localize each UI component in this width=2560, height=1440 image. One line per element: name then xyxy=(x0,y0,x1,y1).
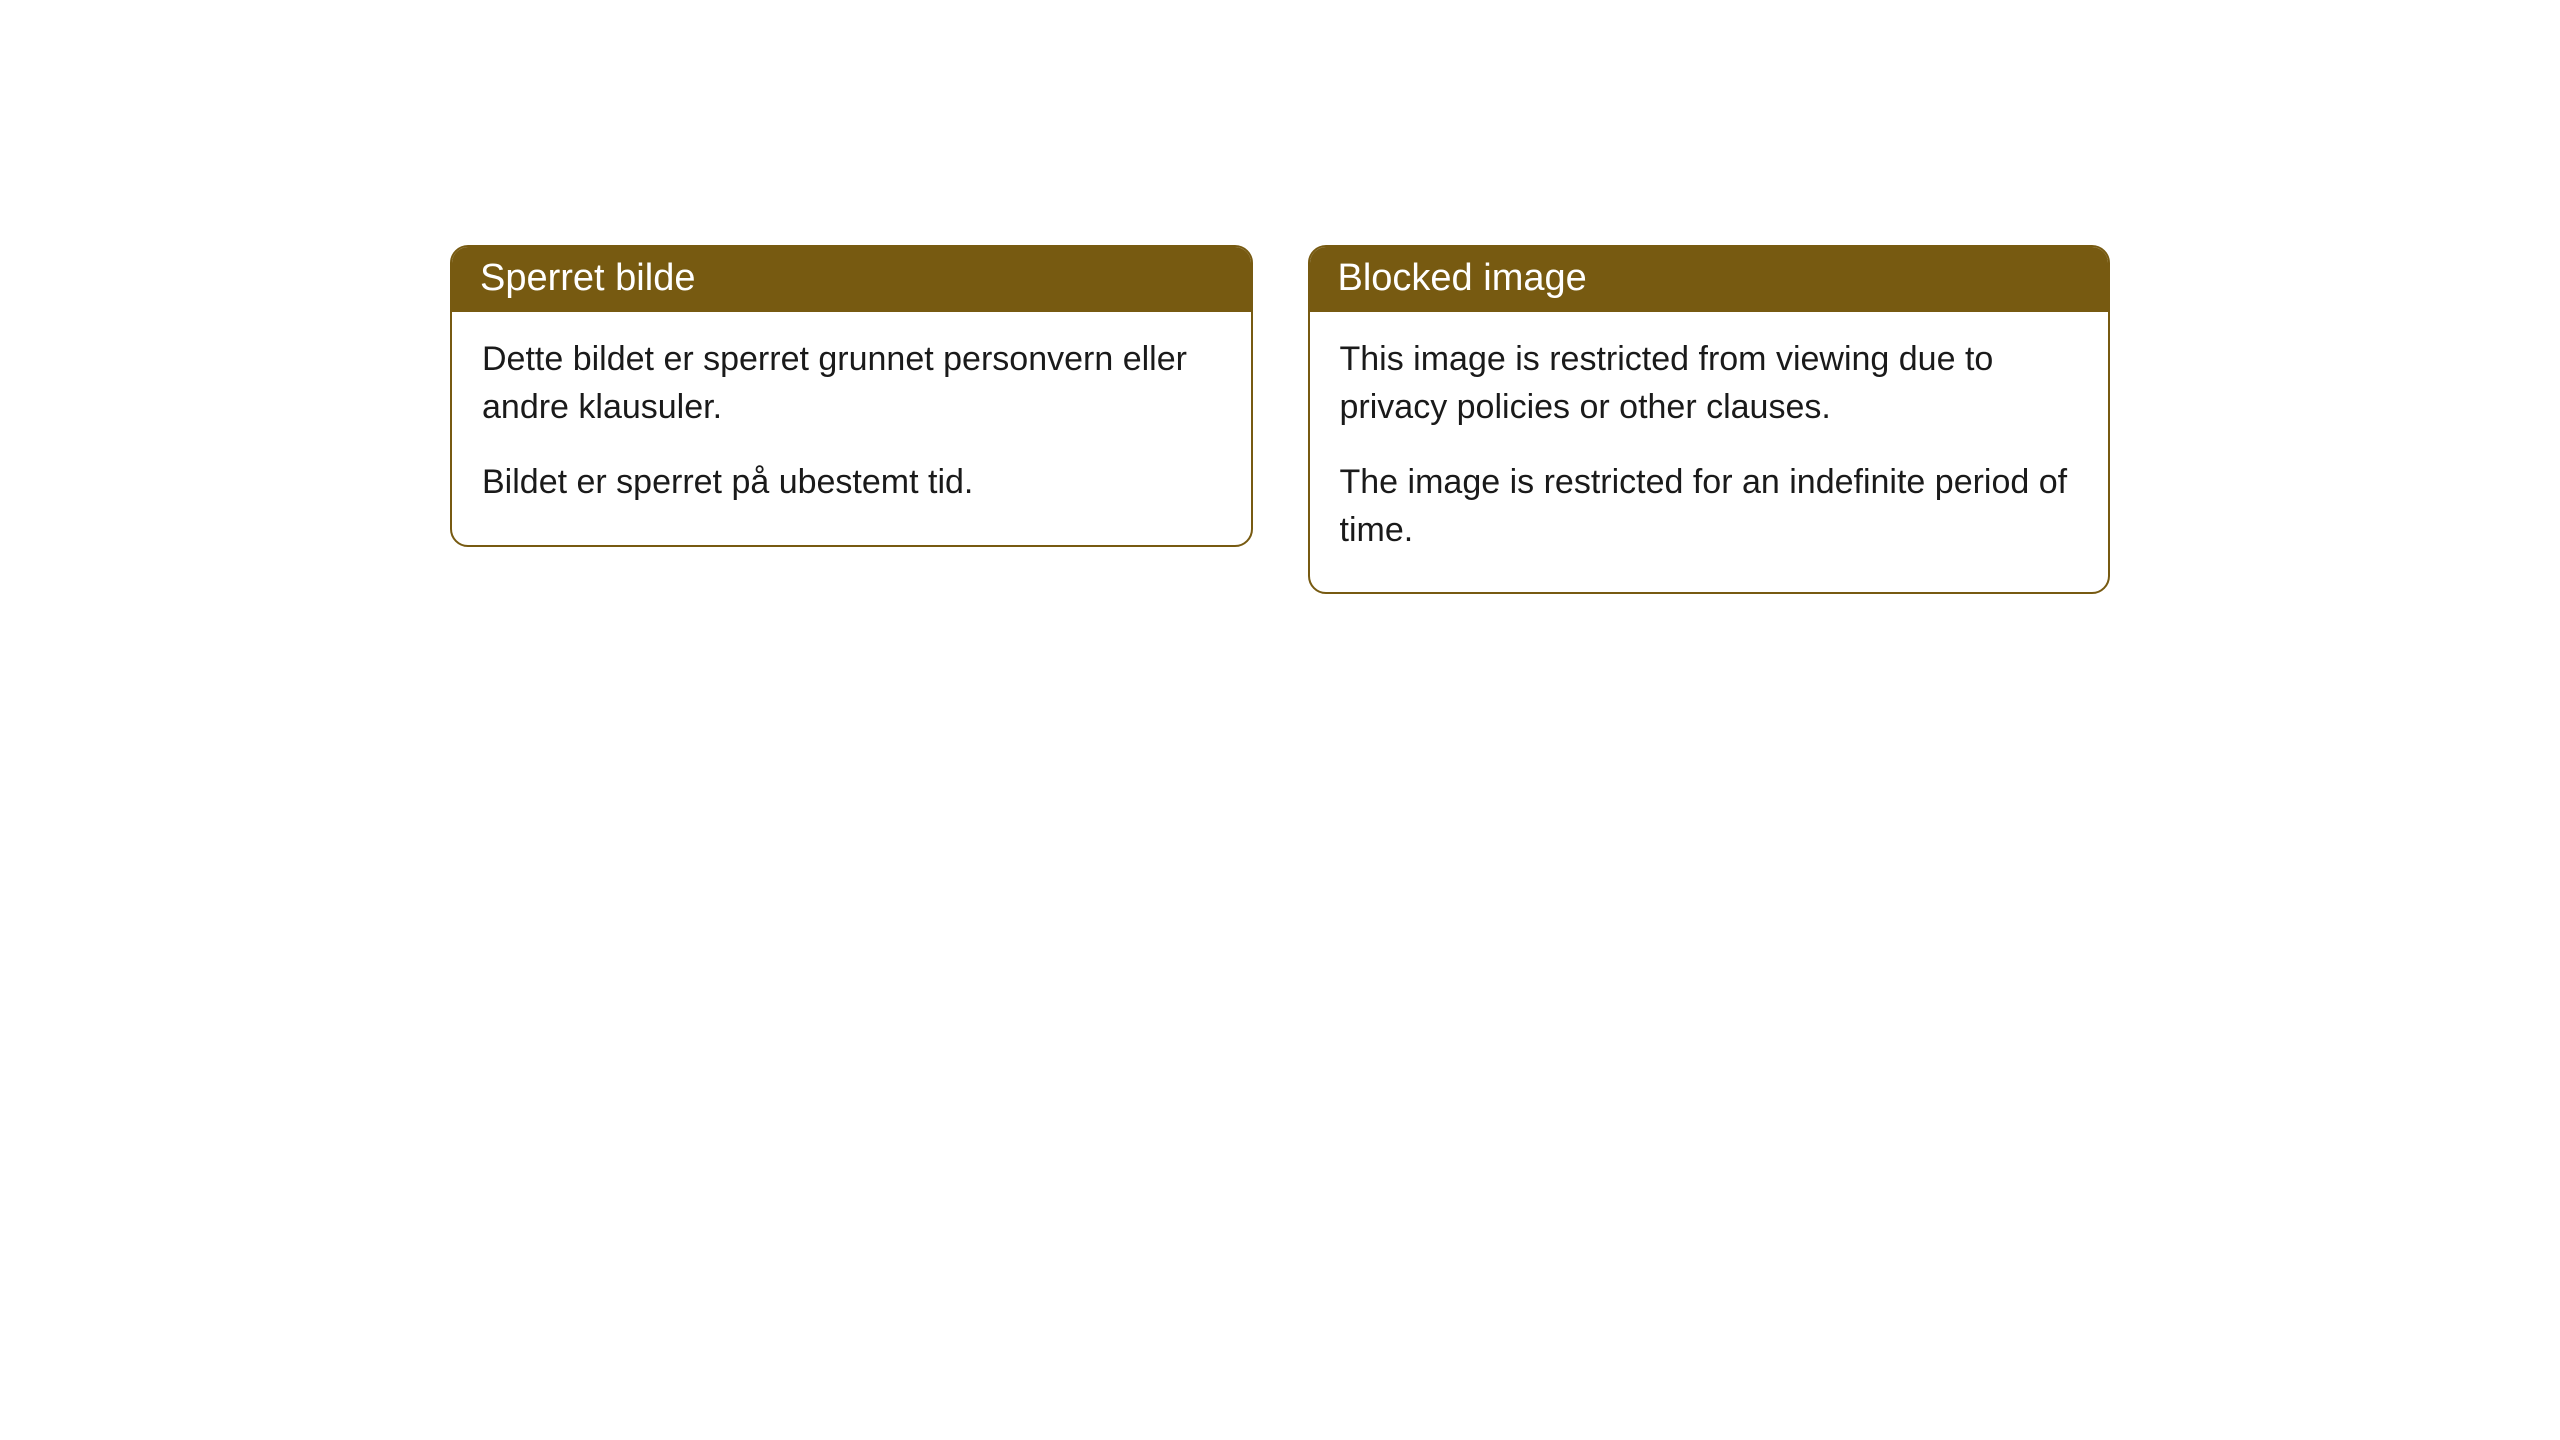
card-body: Dette bildet er sperret grunnet personve… xyxy=(452,312,1251,545)
body-paragraph-2: The image is restricted for an indefinit… xyxy=(1340,459,2079,554)
card-header: Sperret bilde xyxy=(452,247,1251,312)
body-paragraph-1: This image is restricted from viewing du… xyxy=(1340,336,2079,431)
notice-card-norwegian: Sperret bilde Dette bildet er sperret gr… xyxy=(450,245,1253,547)
card-header: Blocked image xyxy=(1310,247,2109,312)
card-body: This image is restricted from viewing du… xyxy=(1310,312,2109,592)
body-paragraph-1: Dette bildet er sperret grunnet personve… xyxy=(482,336,1221,431)
notice-card-english: Blocked image This image is restricted f… xyxy=(1308,245,2111,594)
body-paragraph-2: Bildet er sperret på ubestemt tid. xyxy=(482,459,1221,507)
